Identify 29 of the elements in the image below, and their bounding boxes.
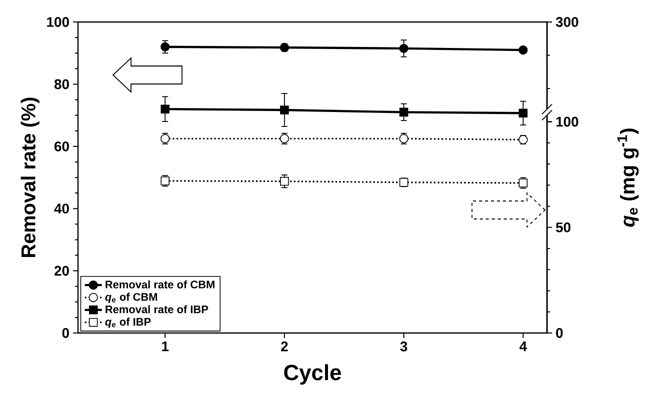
y2-axis-title: q$_{e}$ (mg g$^{-1}$) xyxy=(617,128,639,227)
y2-tick-label: 0 xyxy=(556,328,563,338)
point xyxy=(280,106,289,114)
x-tick-label: 4 xyxy=(519,342,527,352)
y-tick-label: 80 xyxy=(54,79,69,90)
point xyxy=(399,108,408,117)
x-axis-title: Cycle xyxy=(284,364,341,385)
legend-label: q$_{e}$ of CBM xyxy=(105,292,158,303)
legend-label: q$_{e}$ of IBP xyxy=(105,318,151,328)
point xyxy=(160,104,170,114)
y3-tick-label: 300 xyxy=(556,17,578,27)
y-tick-label: 100 xyxy=(47,17,69,27)
y-tick-label: 60 xyxy=(54,141,69,152)
x-tick-label: 2 xyxy=(281,341,288,352)
y3-tick-label: 100 xyxy=(556,116,578,127)
y-axis-title: Removal rate (%) xyxy=(20,98,40,258)
point xyxy=(160,42,170,52)
point xyxy=(399,44,408,54)
x-tick-label: 1 xyxy=(162,342,169,352)
x-tick-label: 3 xyxy=(400,341,408,352)
y-tick-label: 40 xyxy=(54,204,69,214)
point xyxy=(280,176,289,186)
y-tick-label: 20 xyxy=(54,266,69,276)
point xyxy=(518,45,528,55)
y-tick-label: 0 xyxy=(62,328,69,338)
y2-tick-label: 50 xyxy=(556,222,570,232)
legend-label: Removal rate of IBP xyxy=(106,305,208,314)
point xyxy=(518,108,528,118)
legend-label: Removal rate of CBM xyxy=(106,280,214,288)
